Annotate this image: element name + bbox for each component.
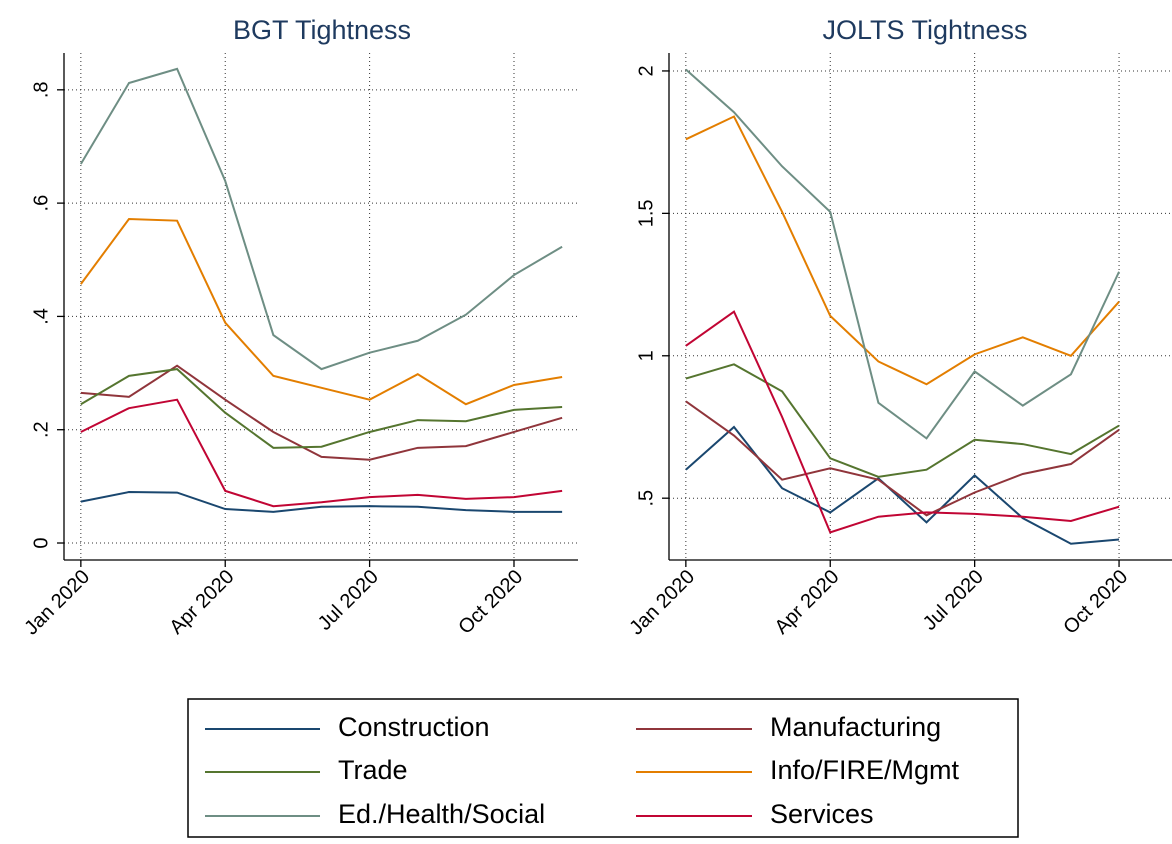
x-tick-label: Jan 2020 — [625, 566, 699, 640]
series-line — [685, 68, 1120, 440]
x-tick-label: Jul 2020 — [314, 566, 383, 635]
x-tick-label: Jul 2020 — [919, 566, 988, 635]
legend-box — [187, 698, 1019, 838]
series-line — [80, 364, 563, 461]
legend-label: Manufacturing — [770, 712, 941, 742]
chart-title: JOLTS Tightness — [822, 15, 1027, 45]
series-line — [685, 115, 1120, 386]
series-line — [80, 398, 563, 508]
x-tick-label: Oct 2020 — [1059, 566, 1132, 639]
y-tick-label: .8 — [30, 81, 52, 98]
series-line — [685, 425, 1120, 545]
legend-label: Trade — [338, 755, 408, 785]
series-line — [80, 217, 563, 406]
y-tick-label: 1 — [635, 350, 657, 361]
y-tick-label: 2 — [635, 65, 657, 76]
chart-title: BGT Tightness — [233, 15, 411, 45]
series-line — [80, 491, 563, 513]
y-tick-label: 1.5 — [635, 199, 657, 227]
series-line — [685, 400, 1120, 517]
series-line — [685, 363, 1120, 478]
legend-label: Ed./Health/Social — [338, 799, 545, 829]
y-tick-label: .4 — [30, 308, 52, 325]
x-tick-label: Jan 2020 — [20, 566, 94, 640]
y-tick-label: .5 — [635, 490, 657, 507]
legend-label: Construction — [338, 712, 490, 742]
legend-label: Services — [770, 799, 874, 829]
x-tick-label: Apr 2020 — [166, 566, 239, 639]
legend-label: Info/FIRE/Mgmt — [770, 755, 960, 785]
x-tick-label: Apr 2020 — [771, 566, 844, 639]
series-line — [80, 368, 563, 449]
y-tick-label: .2 — [30, 421, 52, 438]
x-tick-label: Oct 2020 — [454, 566, 527, 639]
y-tick-label: 0 — [30, 537, 52, 548]
series-line — [79, 67, 563, 371]
series-line — [685, 310, 1120, 534]
y-tick-label: .6 — [30, 195, 52, 212]
